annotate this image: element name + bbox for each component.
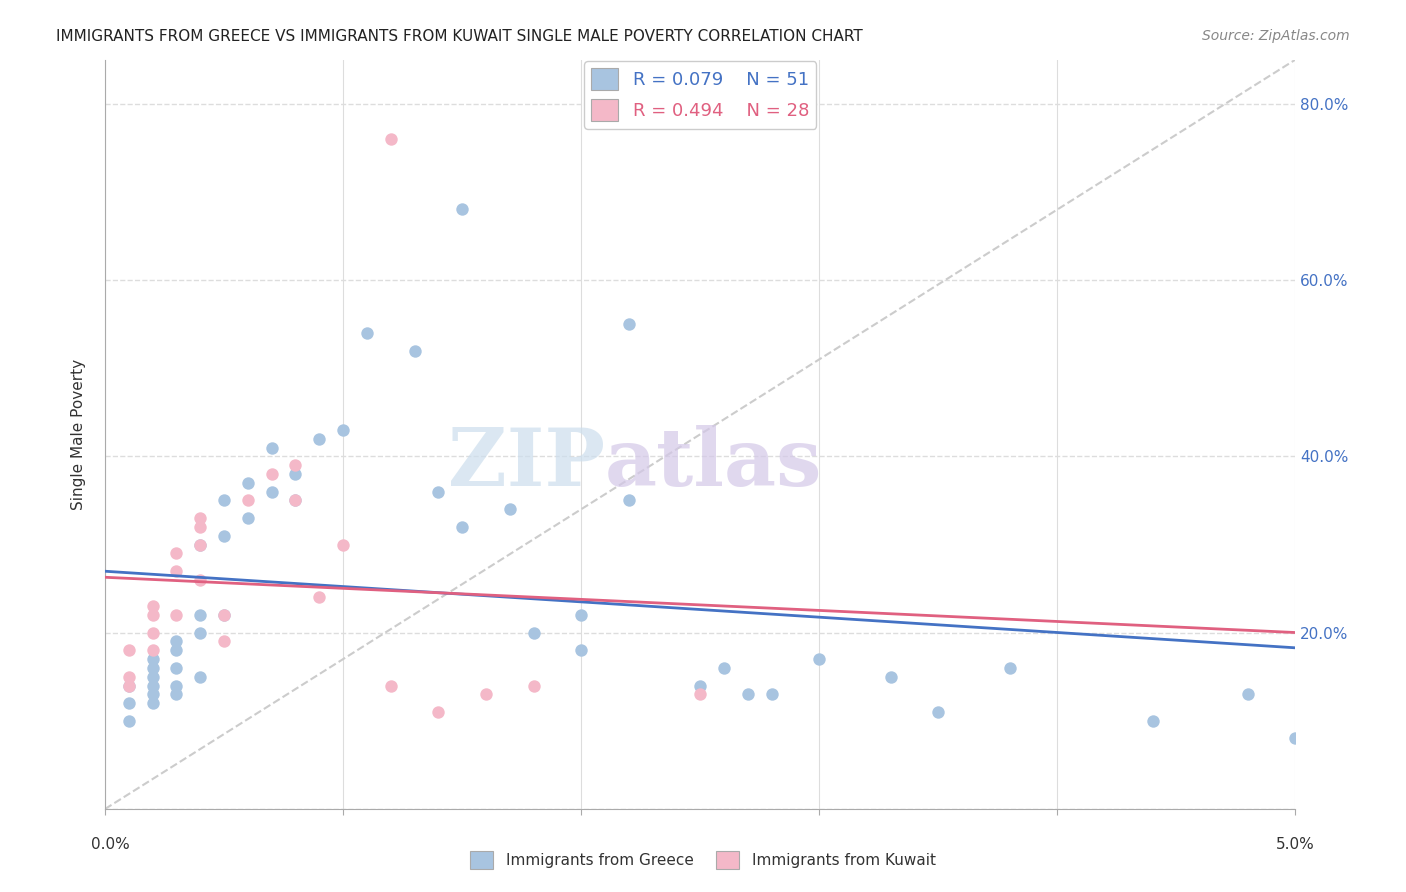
Text: 0.0%: 0.0% <box>91 838 131 852</box>
Point <box>737 687 759 701</box>
Point <box>188 511 211 525</box>
Point <box>142 643 165 657</box>
Point <box>499 502 522 516</box>
Point <box>451 202 474 217</box>
Point <box>713 661 735 675</box>
Point <box>188 520 211 534</box>
Point <box>236 475 259 490</box>
Point <box>475 687 498 701</box>
Point <box>188 608 211 623</box>
Point <box>118 714 141 728</box>
Point <box>142 625 165 640</box>
Point <box>1237 687 1260 701</box>
Point <box>212 608 235 623</box>
Point <box>284 493 307 508</box>
Legend: Immigrants from Greece, Immigrants from Kuwait: Immigrants from Greece, Immigrants from … <box>464 845 942 875</box>
Point <box>284 493 307 508</box>
Point <box>260 467 283 481</box>
Point <box>808 652 831 666</box>
Point <box>522 625 544 640</box>
Point <box>427 705 450 719</box>
Point <box>165 634 187 648</box>
Point <box>927 705 949 719</box>
Text: atlas: atlas <box>605 425 823 503</box>
Point <box>118 679 141 693</box>
Point <box>332 423 354 437</box>
Point <box>142 661 165 675</box>
Point <box>188 537 211 551</box>
Point <box>142 696 165 710</box>
Text: ZIP: ZIP <box>449 425 605 503</box>
Point <box>118 696 141 710</box>
Point <box>522 679 544 693</box>
Point <box>188 670 211 684</box>
Point <box>118 679 141 693</box>
Point <box>260 484 283 499</box>
Point <box>761 687 783 701</box>
Point <box>236 511 259 525</box>
Point <box>332 537 354 551</box>
Legend: R = 0.079    N = 51, R = 0.494    N = 28: R = 0.079 N = 51, R = 0.494 N = 28 <box>583 62 817 128</box>
Point <box>142 652 165 666</box>
Y-axis label: Single Male Poverty: Single Male Poverty <box>72 359 86 510</box>
Point <box>260 441 283 455</box>
Text: Source: ZipAtlas.com: Source: ZipAtlas.com <box>1202 29 1350 43</box>
Point <box>165 608 187 623</box>
Point <box>142 608 165 623</box>
Point <box>284 458 307 472</box>
Point <box>165 564 187 578</box>
Point <box>142 687 165 701</box>
Point <box>689 679 711 693</box>
Text: 5.0%: 5.0% <box>1275 838 1315 852</box>
Point <box>617 317 640 331</box>
Point <box>212 634 235 648</box>
Point <box>1142 714 1164 728</box>
Point <box>879 670 901 684</box>
Text: IMMIGRANTS FROM GREECE VS IMMIGRANTS FROM KUWAIT SINGLE MALE POVERTY CORRELATION: IMMIGRANTS FROM GREECE VS IMMIGRANTS FRO… <box>56 29 863 44</box>
Point <box>165 661 187 675</box>
Point <box>427 484 450 499</box>
Point <box>308 591 330 605</box>
Point <box>188 625 211 640</box>
Point <box>212 608 235 623</box>
Point <box>569 643 592 657</box>
Point <box>451 520 474 534</box>
Point <box>118 670 141 684</box>
Point <box>212 493 235 508</box>
Point <box>142 679 165 693</box>
Point <box>165 687 187 701</box>
Point <box>380 132 402 146</box>
Point <box>308 432 330 446</box>
Point <box>569 608 592 623</box>
Point <box>142 670 165 684</box>
Point <box>188 537 211 551</box>
Point <box>165 546 187 560</box>
Point <box>165 679 187 693</box>
Point <box>118 643 141 657</box>
Point <box>165 643 187 657</box>
Point <box>236 493 259 508</box>
Point <box>212 529 235 543</box>
Point <box>142 599 165 614</box>
Point <box>284 467 307 481</box>
Point <box>1284 731 1306 746</box>
Point <box>689 687 711 701</box>
Point <box>404 343 426 358</box>
Point <box>998 661 1021 675</box>
Point <box>188 573 211 587</box>
Point <box>617 493 640 508</box>
Point <box>380 679 402 693</box>
Point <box>356 326 378 340</box>
